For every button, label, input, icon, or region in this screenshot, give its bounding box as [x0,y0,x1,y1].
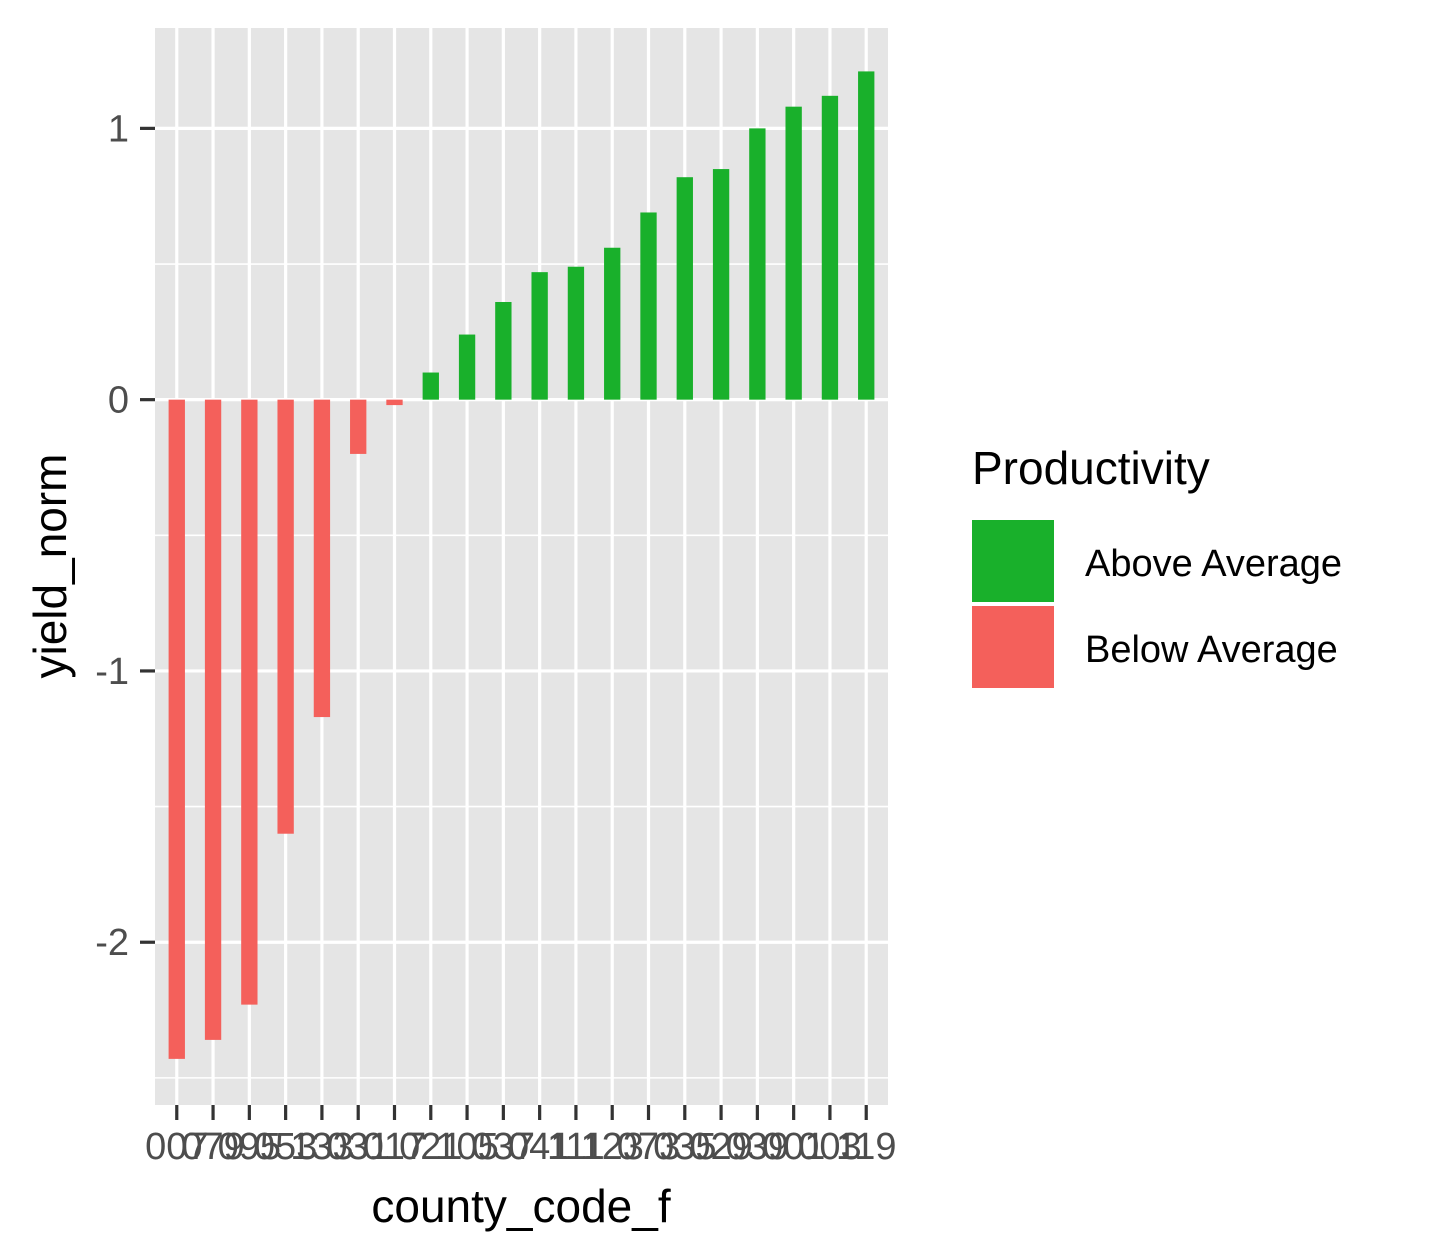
x-tick-label-119: 119 [836,1126,897,1168]
x-tick-label-007: 007 [145,1126,208,1168]
x-tick-label-079: 079 [181,1126,244,1168]
legend-swatch-below-average [972,606,1054,688]
bar-029 [712,169,730,400]
bar-111 [567,266,585,400]
bar-037 [495,301,512,400]
bar-079 [204,399,222,1040]
bar-031 [350,399,367,454]
x-tick-label-133: 133 [290,1126,353,1168]
legend-label-above-average: Above Average [1085,543,1342,585]
bar-035 [676,177,693,400]
legend: Productivity Above Average Below Average [972,442,1342,688]
x-tick-label-031: 031 [327,1126,390,1168]
x-tick-label-123: 123 [581,1126,644,1168]
plot-panel [155,28,888,1105]
bar-039 [749,128,766,400]
bar-123 [604,247,621,400]
x-tick-label-095: 095 [218,1126,281,1168]
x-tick-label-017: 017 [363,1126,426,1168]
x-tick-label-037: 037 [472,1126,535,1168]
y-tick-label: 0 [108,380,129,422]
bar-021 [422,372,439,400]
x-tick-label-041: 041 [508,1126,571,1168]
x-axis-title: county_code_f [371,1180,670,1232]
y-axis-title: yield_norm [24,454,76,679]
bar-053 [277,399,294,834]
bar-133 [313,399,331,718]
x-tick-label-003: 003 [798,1126,861,1168]
y-axis: -2 -1 0 1 [95,108,155,964]
x-tick-label-021: 021 [399,1126,462,1168]
bar-119 [858,71,875,400]
x-tick-label-111: 111 [547,1126,605,1168]
minor-gridlines [155,263,888,1079]
x-tick-label-029: 029 [689,1126,752,1168]
bar-001 [785,106,802,400]
x-tick-label-073: 073 [617,1126,680,1168]
x-tick-label-053: 053 [254,1126,317,1168]
x-axis: 0070790950531330310170211050370411111230… [145,1105,897,1168]
bar-017 [386,399,403,406]
legend-swatch-above-average [972,520,1054,602]
legend-label-below-average: Below Average [1085,629,1338,671]
bar-073 [640,212,657,400]
x-tick-label-001: 001 [762,1126,825,1168]
bar-007 [168,399,185,1059]
y-tick-label: -1 [95,651,129,693]
y-tick-label: -2 [95,922,129,964]
bars [168,71,875,1059]
bar-095 [241,399,258,1005]
legend-title: Productivity [972,442,1210,494]
x-tick-label-039: 039 [726,1126,789,1168]
y-tick-label: 1 [108,108,129,150]
x-tick-label-105: 105 [435,1126,498,1168]
bar-105 [458,334,476,400]
x-tick-label-035: 035 [653,1126,716,1168]
bar-003 [821,95,839,400]
bar-041 [531,272,548,400]
